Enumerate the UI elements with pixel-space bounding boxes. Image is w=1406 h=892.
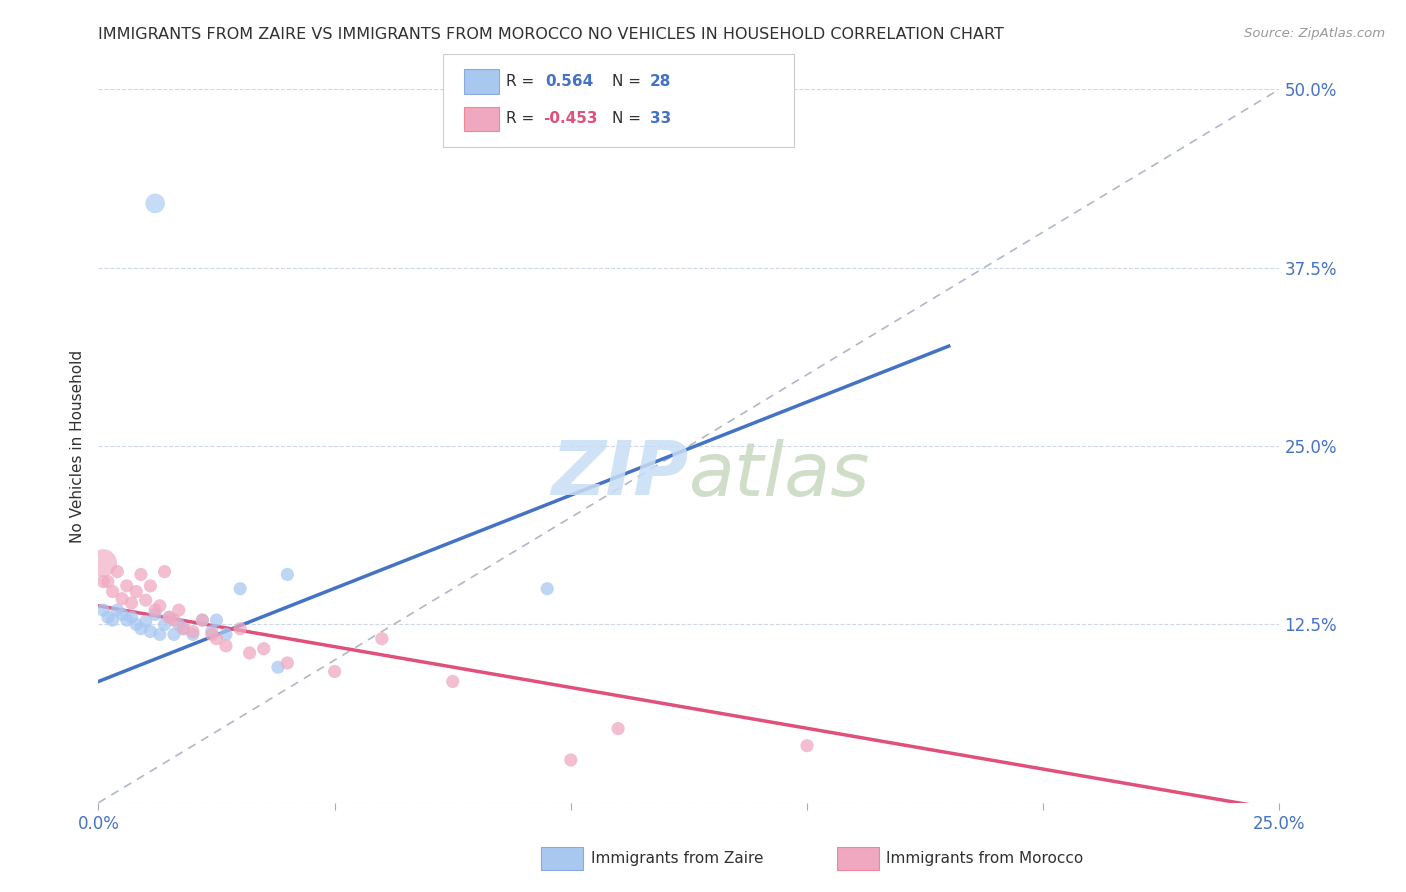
Point: [163, 613, 186, 627]
Point: [149, 599, 172, 613]
Point: [536, 582, 558, 596]
Point: [371, 632, 394, 646]
Point: [253, 641, 276, 656]
Point: [129, 622, 152, 636]
Point: [167, 603, 190, 617]
Point: [163, 627, 186, 641]
Point: [201, 624, 224, 639]
Point: [276, 656, 298, 670]
Point: [121, 610, 143, 624]
Point: [125, 584, 148, 599]
Point: [167, 617, 190, 632]
Point: [607, 722, 630, 736]
Point: [201, 627, 224, 641]
Point: [153, 565, 176, 579]
Text: Immigrants from Morocco: Immigrants from Morocco: [886, 851, 1083, 865]
Point: [276, 567, 298, 582]
Point: [105, 603, 128, 617]
Point: [796, 739, 818, 753]
Point: [97, 574, 120, 589]
Point: [143, 607, 166, 622]
Point: [229, 622, 252, 636]
Point: [239, 646, 262, 660]
Point: [91, 574, 114, 589]
Text: -0.453: -0.453: [543, 112, 598, 127]
Point: [157, 610, 180, 624]
Text: 33: 33: [650, 112, 671, 127]
Point: [125, 617, 148, 632]
Point: [111, 591, 134, 606]
Point: [267, 660, 290, 674]
Point: [135, 615, 157, 629]
Point: [105, 565, 128, 579]
Point: [205, 632, 228, 646]
Point: [157, 610, 180, 624]
Point: [101, 584, 124, 599]
Text: ZIP: ZIP: [551, 438, 689, 511]
Point: [229, 582, 252, 596]
Text: atlas: atlas: [689, 439, 870, 510]
Text: Source: ZipAtlas.com: Source: ZipAtlas.com: [1244, 27, 1385, 40]
Point: [101, 613, 124, 627]
Point: [172, 622, 194, 636]
Point: [115, 613, 138, 627]
Text: 28: 28: [650, 74, 671, 89]
Point: [139, 579, 162, 593]
Text: 0.564: 0.564: [546, 74, 593, 89]
Point: [153, 617, 176, 632]
Point: [205, 613, 228, 627]
Point: [143, 603, 166, 617]
Point: [149, 627, 172, 641]
Point: [135, 593, 157, 607]
Point: [323, 665, 346, 679]
Point: [91, 603, 114, 617]
Text: N =: N =: [612, 112, 645, 127]
Point: [215, 639, 238, 653]
Point: [181, 627, 204, 641]
Text: N =: N =: [612, 74, 645, 89]
Point: [139, 624, 162, 639]
Point: [441, 674, 464, 689]
Point: [129, 567, 152, 582]
Point: [115, 579, 138, 593]
Point: [172, 622, 194, 636]
Point: [111, 607, 134, 622]
Point: [143, 196, 166, 211]
Text: IMMIGRANTS FROM ZAIRE VS IMMIGRANTS FROM MOROCCO NO VEHICLES IN HOUSEHOLD CORREL: IMMIGRANTS FROM ZAIRE VS IMMIGRANTS FROM…: [98, 27, 1004, 42]
Point: [560, 753, 582, 767]
Text: R =: R =: [506, 112, 540, 127]
Point: [191, 613, 214, 627]
Point: [91, 556, 114, 570]
Point: [97, 610, 120, 624]
Point: [121, 596, 143, 610]
Text: R =: R =: [506, 74, 540, 89]
Text: Immigrants from Zaire: Immigrants from Zaire: [591, 851, 763, 865]
Point: [191, 613, 214, 627]
Point: [215, 627, 238, 641]
Y-axis label: No Vehicles in Household: No Vehicles in Household: [70, 350, 86, 542]
Point: [181, 624, 204, 639]
